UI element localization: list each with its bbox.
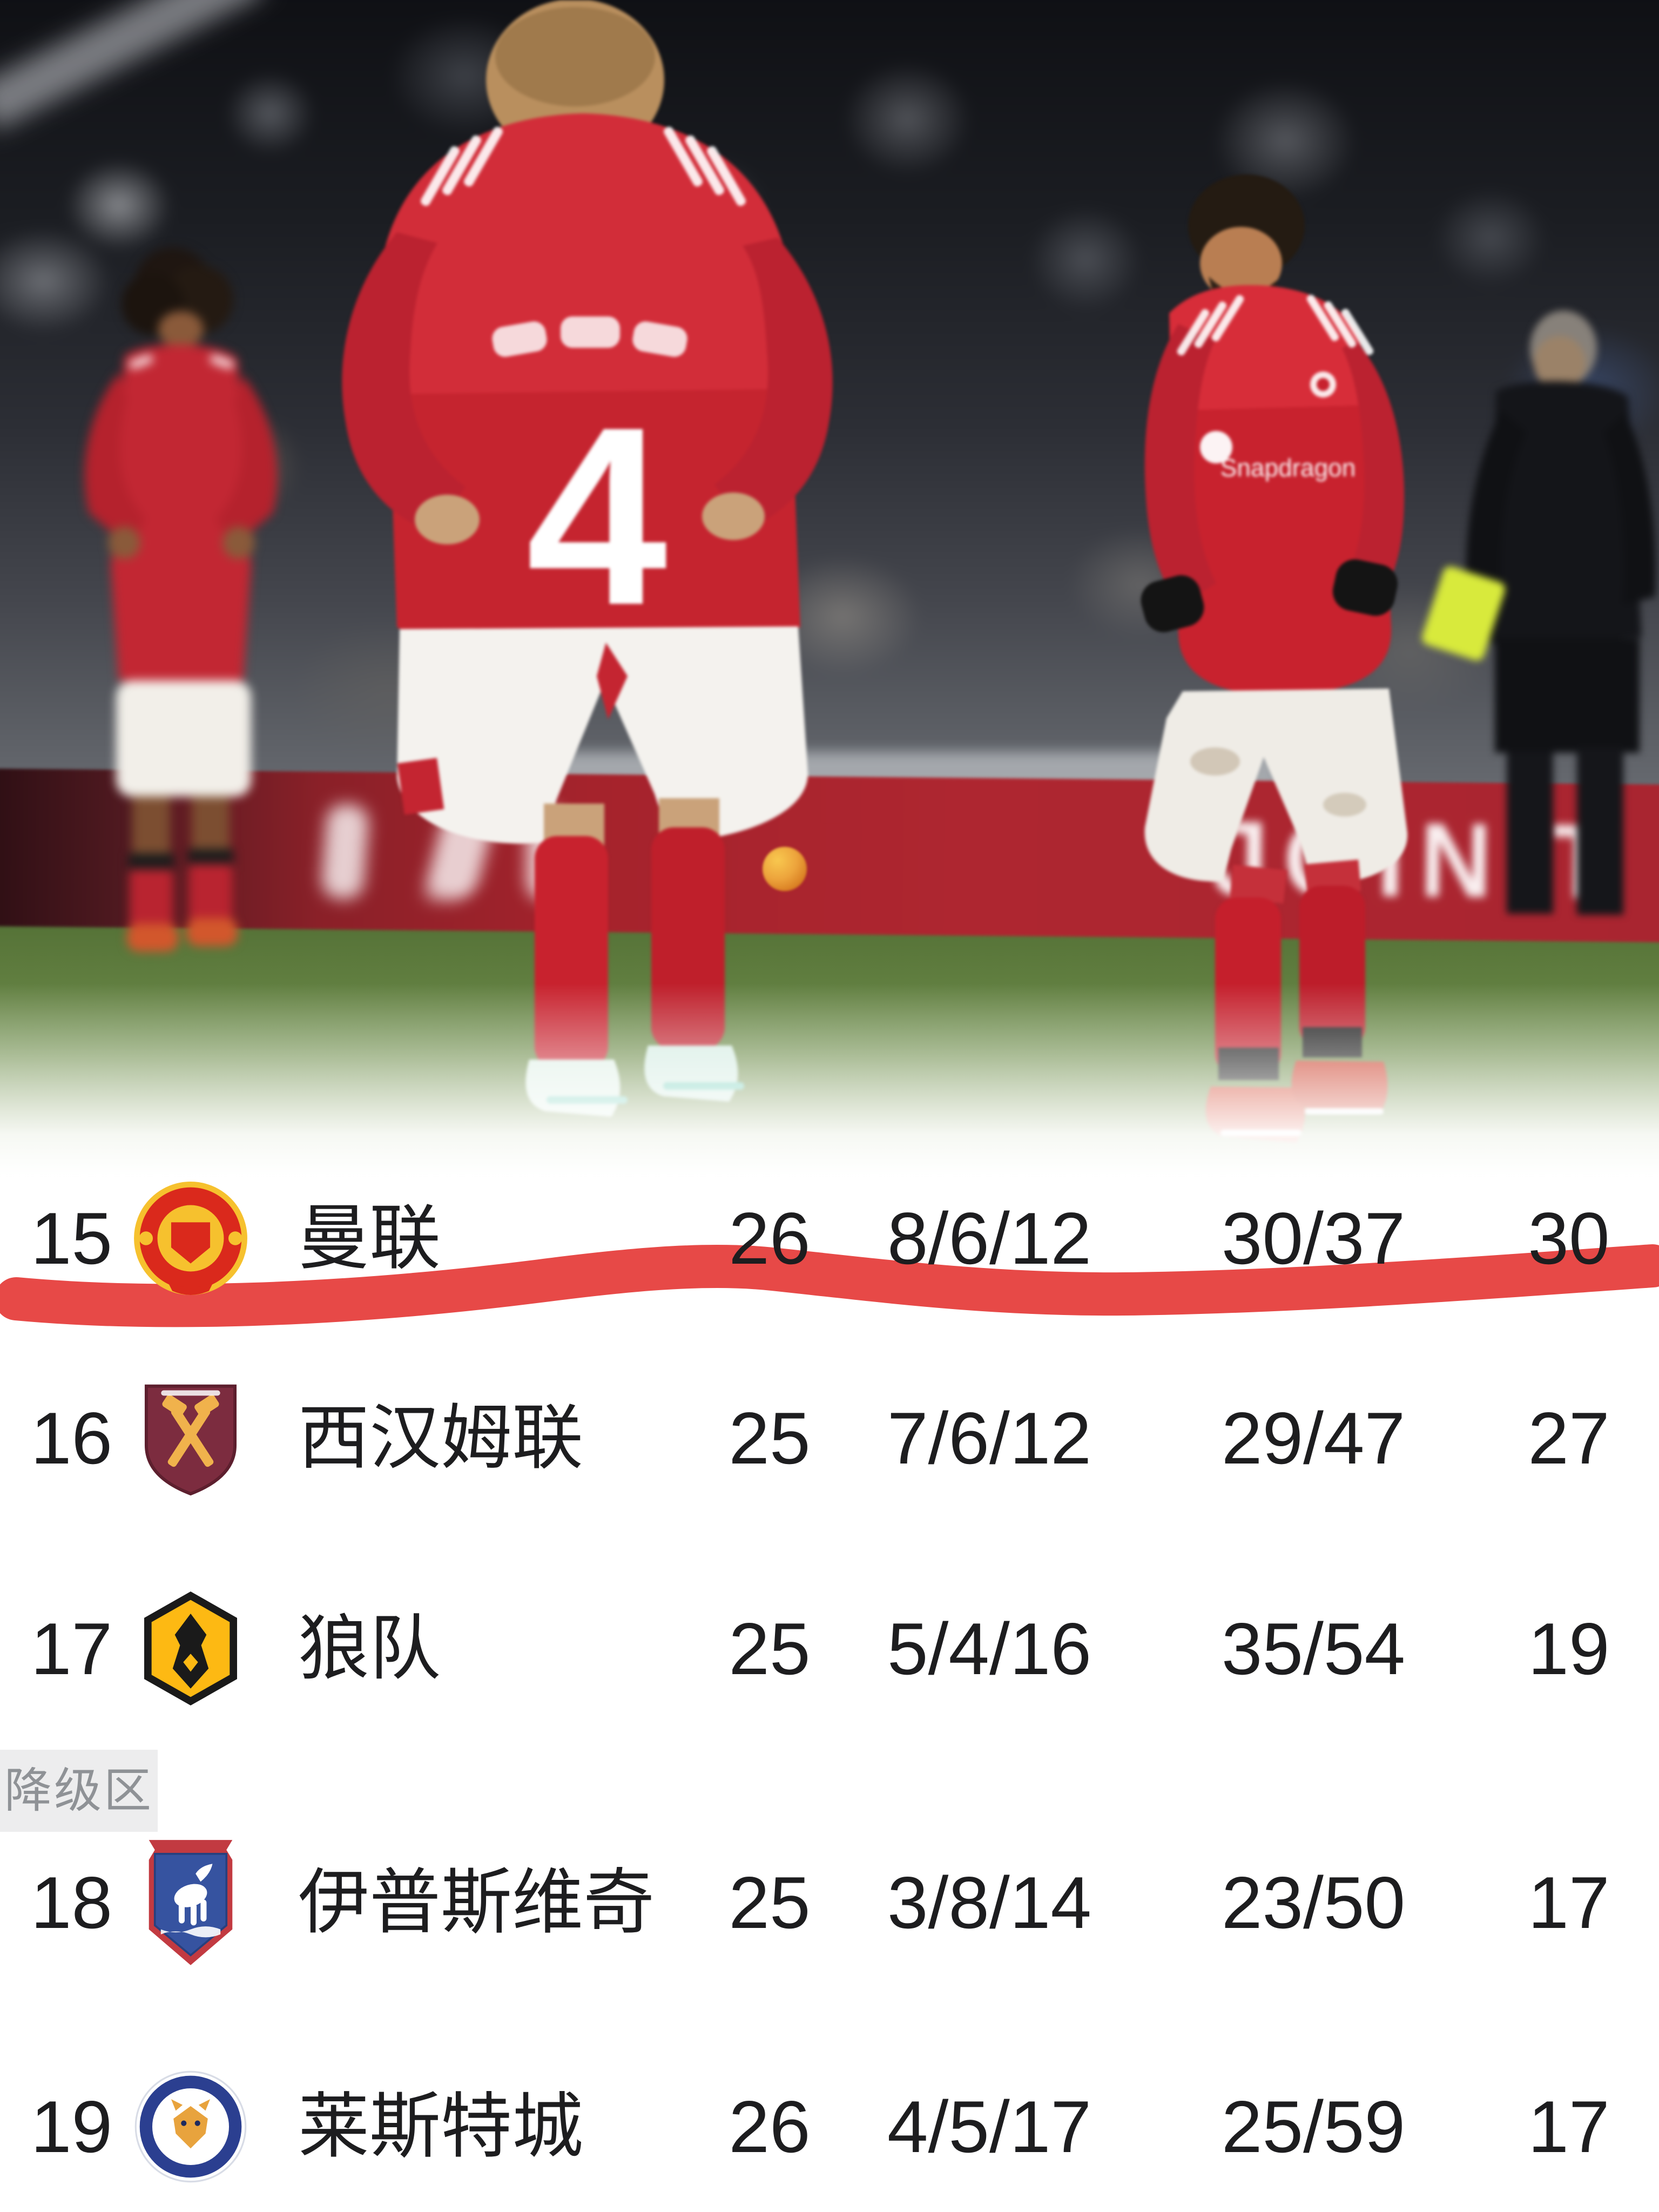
highlight-underline [0, 1244, 1659, 1327]
relegation-zone-label: 降级区 [0, 1750, 158, 1832]
team-name: 莱斯特城 [298, 2087, 583, 2166]
rank: 16 [30, 1397, 113, 1479]
win-draw-loss: 5/4/16 [887, 1608, 1092, 1690]
rank: 15 [30, 1197, 113, 1279]
match-photo: JOIN T [0, 0, 1659, 1177]
points: 19 [1528, 1608, 1610, 1690]
goals-for-against: 29/47 [1221, 1397, 1406, 1479]
wolves-crest-icon [144, 1591, 237, 1706]
matches-played: 25 [729, 1608, 811, 1690]
win-draw-loss: 4/5/17 [887, 2086, 1092, 2168]
points: 30 [1528, 1197, 1610, 1279]
rank: 19 [30, 2086, 113, 2168]
football [763, 847, 807, 891]
player-number-4: 4 [342, 0, 833, 1117]
team-badge [131, 1368, 250, 1508]
rank: 17 [30, 1608, 113, 1690]
points: 17 [1528, 1862, 1610, 1944]
matches-played: 26 [729, 1197, 811, 1279]
team-badge [131, 1832, 250, 1973]
team-name: 狼队 [298, 1609, 441, 1688]
league-table: 15 曼联 26 8/6/12 30/37 30 16 [0, 1156, 1659, 2212]
sponsor-text: Snapdragon [1220, 454, 1356, 482]
table-row[interactable]: 17 狼队 25 5/4/16 35/54 19 [0, 1579, 1659, 1719]
goals-for-against: 30/37 [1221, 1197, 1406, 1279]
photo-fade [0, 983, 1659, 1177]
table-row[interactable]: 15 曼联 26 8/6/12 30/37 30 [0, 1168, 1659, 1309]
matches-played: 25 [729, 1397, 811, 1479]
win-draw-loss: 7/6/12 [887, 1397, 1092, 1479]
table-row[interactable]: 16 西汉姆联 25 7/6/12 29/47 27 [0, 1368, 1659, 1508]
shirt-number: 4 [526, 374, 669, 658]
win-draw-loss: 3/8/14 [887, 1862, 1092, 1944]
team-badge [131, 1579, 250, 1719]
win-draw-loss: 8/6/12 [887, 1197, 1092, 1279]
west-ham-crest-icon [144, 1385, 237, 1496]
player-left [84, 247, 278, 952]
team-name: 伊普斯维奇 [298, 1863, 655, 1942]
goals-for-against: 35/54 [1221, 1608, 1406, 1690]
table-row[interactable]: 18 伊普斯维奇 25 3/8/14 23/ [0, 1832, 1659, 1973]
team-badge [131, 2056, 250, 2197]
points: 27 [1528, 1397, 1610, 1479]
team-name: 西汉姆联 [298, 1398, 583, 1478]
points: 17 [1528, 2086, 1610, 2168]
rank: 18 [30, 1862, 113, 1944]
leicester-crest-icon [134, 2071, 247, 2183]
matches-played: 25 [729, 1862, 811, 1944]
assistant-referee [1422, 311, 1656, 915]
team-name: 曼联 [298, 1198, 441, 1278]
table-row[interactable]: 19 莱斯特城 26 4/5/17 25/59 17 [0, 2056, 1659, 2197]
matches-played: 26 [729, 2086, 811, 2168]
goals-for-against: 25/59 [1221, 2086, 1406, 2168]
manchester-united-crest-icon [134, 1181, 247, 1295]
ipswich-crest-icon [149, 1839, 233, 1965]
team-badge [131, 1168, 250, 1309]
goals-for-against: 23/50 [1221, 1862, 1406, 1944]
